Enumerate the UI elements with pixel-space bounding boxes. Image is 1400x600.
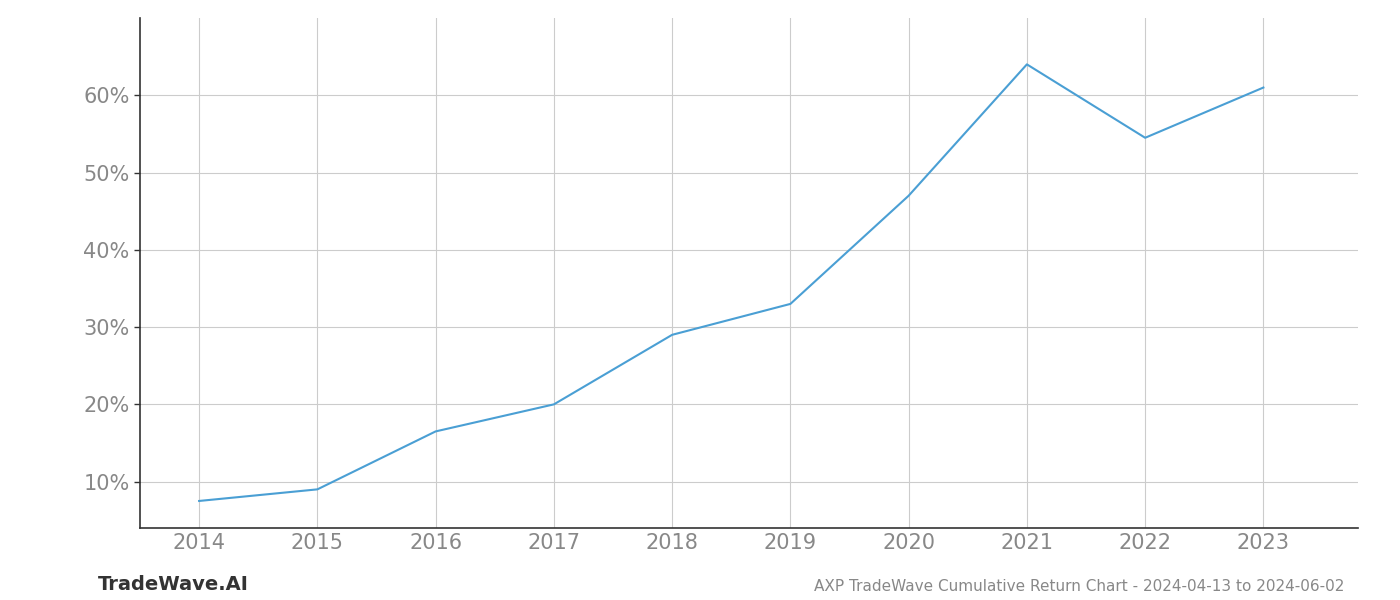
Text: AXP TradeWave Cumulative Return Chart - 2024-04-13 to 2024-06-02: AXP TradeWave Cumulative Return Chart - …: [813, 579, 1344, 594]
Text: TradeWave.AI: TradeWave.AI: [98, 575, 249, 594]
